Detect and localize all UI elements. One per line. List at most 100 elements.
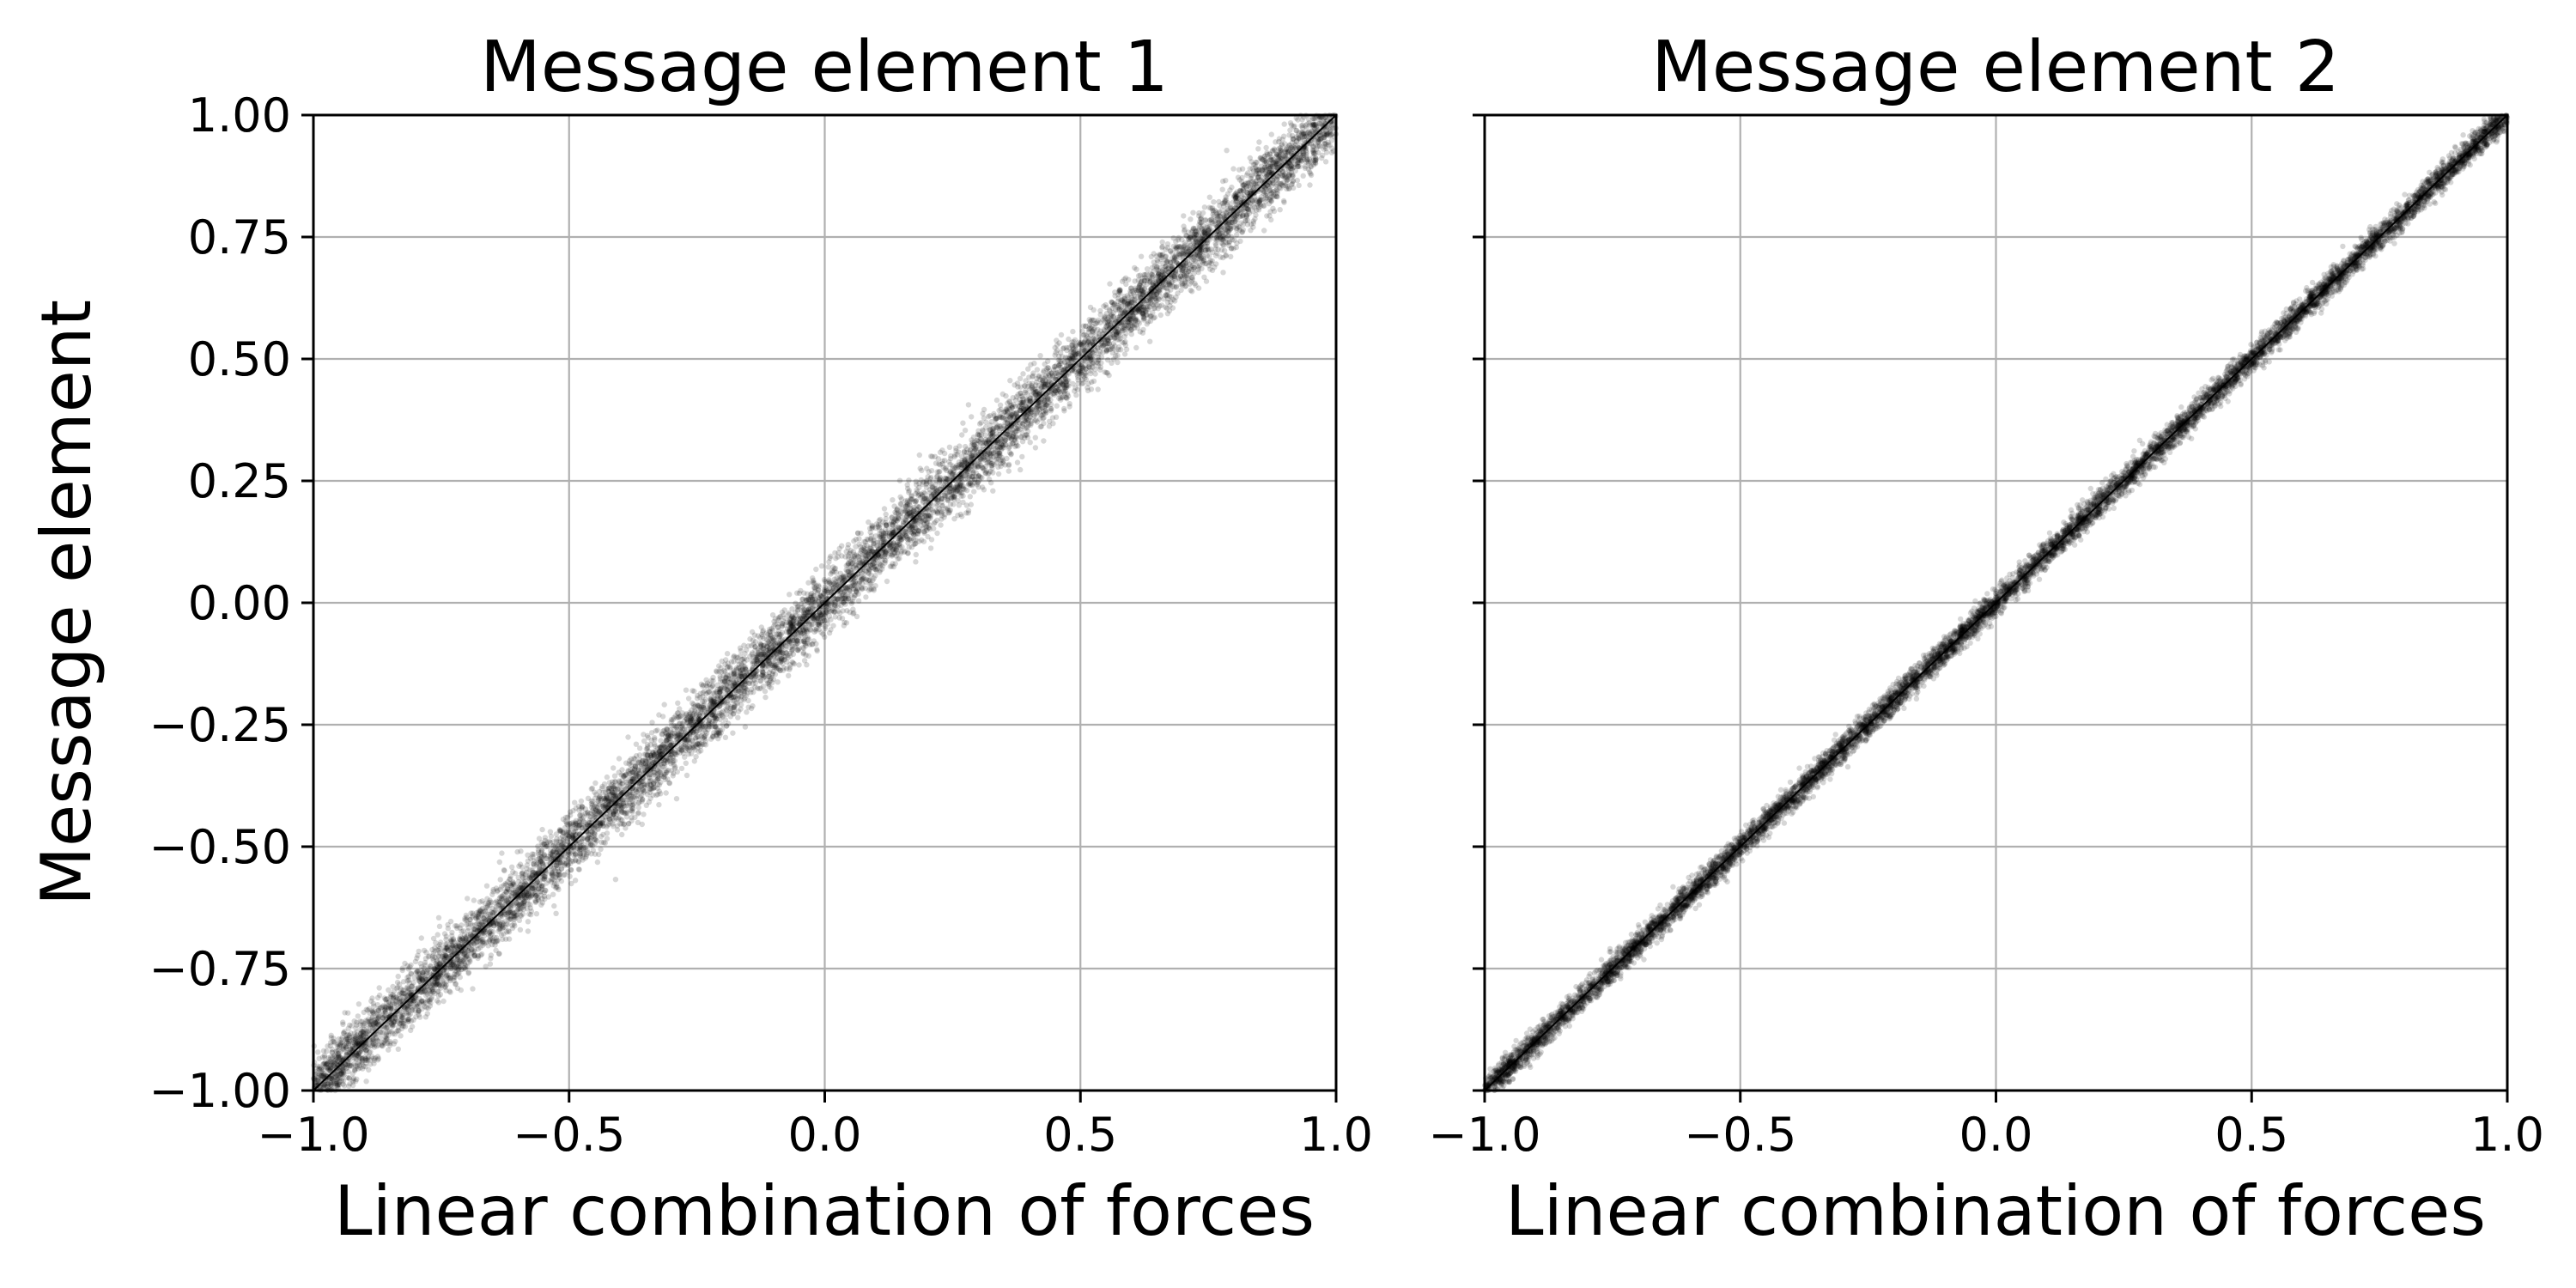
scatter-point xyxy=(1263,144,1269,151)
scatter-point xyxy=(1148,313,1154,319)
scatter-point xyxy=(1007,378,1013,384)
scatter-point xyxy=(1216,198,1222,205)
scatter-point xyxy=(960,420,966,426)
scatter-point xyxy=(723,674,729,680)
scatter-point xyxy=(1170,243,1177,250)
scatter-point xyxy=(1102,338,1109,344)
scatter-point xyxy=(409,1024,416,1030)
scatter-point xyxy=(723,674,729,681)
scatter-point xyxy=(495,951,502,957)
scatter-point xyxy=(428,985,434,991)
scatter-point xyxy=(1103,311,1110,317)
scatter-point xyxy=(747,636,753,642)
scatter-point xyxy=(528,893,534,899)
scatter-point xyxy=(609,789,616,795)
scatter-point xyxy=(709,683,715,690)
scatter-point xyxy=(1223,178,1229,184)
scatter-point xyxy=(430,988,436,995)
scatter-point xyxy=(619,831,625,838)
scatter-point xyxy=(964,471,970,477)
scatter-point xyxy=(553,910,559,917)
scatter-point xyxy=(1300,173,1306,179)
scatter-point xyxy=(368,1007,375,1014)
scatter-point xyxy=(896,477,903,483)
scatter-point xyxy=(509,864,515,870)
scatter-point xyxy=(825,564,831,570)
scatter-point xyxy=(505,909,511,916)
scatter-point xyxy=(1319,155,1325,161)
scatter-point xyxy=(883,511,889,518)
scatter-point xyxy=(816,623,823,629)
scatter-point xyxy=(1201,230,1207,236)
scatter-point xyxy=(1138,253,1145,259)
scatter-point xyxy=(785,654,792,661)
scatter-point xyxy=(465,896,471,902)
scatter-point xyxy=(1303,154,1310,161)
scatter-point xyxy=(934,469,940,475)
scatter-point xyxy=(1133,322,1139,328)
scatter-point xyxy=(1181,213,1187,219)
scatter-point xyxy=(501,866,507,873)
scatter-point xyxy=(1147,338,1153,344)
scatter-point xyxy=(884,578,890,585)
scatter-point xyxy=(636,752,643,758)
scatter-point xyxy=(1008,452,1014,458)
scatter-point xyxy=(656,802,662,808)
scatter-point xyxy=(566,828,572,834)
scatter-point xyxy=(995,471,1002,477)
scatter-point xyxy=(758,624,764,630)
scatter-point xyxy=(963,443,969,450)
scatter-point xyxy=(1121,307,1127,314)
scatter-point xyxy=(946,444,953,450)
scatter-point xyxy=(786,672,792,679)
scatter-point xyxy=(990,488,996,494)
scatter-point xyxy=(1031,412,1037,418)
scatter-point xyxy=(353,1042,360,1048)
scatter-point xyxy=(1042,410,1048,416)
scatter-point xyxy=(1295,163,1301,169)
scatter-point xyxy=(600,804,606,810)
scatter-point xyxy=(1036,403,1043,409)
scatter-point xyxy=(693,754,699,760)
scatter-point xyxy=(1308,172,1315,179)
scatter-point xyxy=(826,630,833,636)
scatter-point xyxy=(1256,199,1262,206)
scatter-point xyxy=(906,477,912,483)
scatter-point xyxy=(1019,453,1025,460)
scatter-point xyxy=(569,844,576,851)
scatter-point xyxy=(395,1046,401,1053)
scatter-point xyxy=(399,965,405,971)
scatter-point xyxy=(981,465,987,471)
scatter-point xyxy=(738,671,744,677)
scatter-point xyxy=(1032,434,1039,440)
scatter-point xyxy=(1157,287,1163,293)
scatter-point xyxy=(1037,353,1043,359)
scatter-point xyxy=(433,939,439,946)
scatter-point xyxy=(1201,204,1208,210)
scatter-point xyxy=(572,799,578,805)
scatter-point xyxy=(814,647,820,654)
scatter-point xyxy=(685,696,692,702)
scatter-point xyxy=(742,724,749,730)
scatter-point xyxy=(1133,287,1139,293)
scatter-point xyxy=(805,653,811,659)
scatter-point xyxy=(820,615,826,621)
scatter-point xyxy=(580,804,586,810)
scatter-point xyxy=(1328,123,1335,129)
scatter-point xyxy=(1054,384,1060,390)
scatter-point xyxy=(1248,189,1255,195)
scatter-point xyxy=(1322,159,1329,165)
scatter-point xyxy=(534,856,540,863)
scatter-point xyxy=(456,944,463,950)
scatter-point xyxy=(1276,146,1282,152)
scatter-point xyxy=(1229,184,1235,191)
scatter-point xyxy=(939,447,945,453)
scatter-point xyxy=(1268,216,1274,223)
scatter-point xyxy=(699,721,705,727)
scatter-point xyxy=(683,760,689,766)
scatter-point xyxy=(810,598,816,605)
scatter-point xyxy=(1020,371,1026,377)
scatter-point xyxy=(1256,139,1262,145)
scatter-point xyxy=(539,826,545,833)
